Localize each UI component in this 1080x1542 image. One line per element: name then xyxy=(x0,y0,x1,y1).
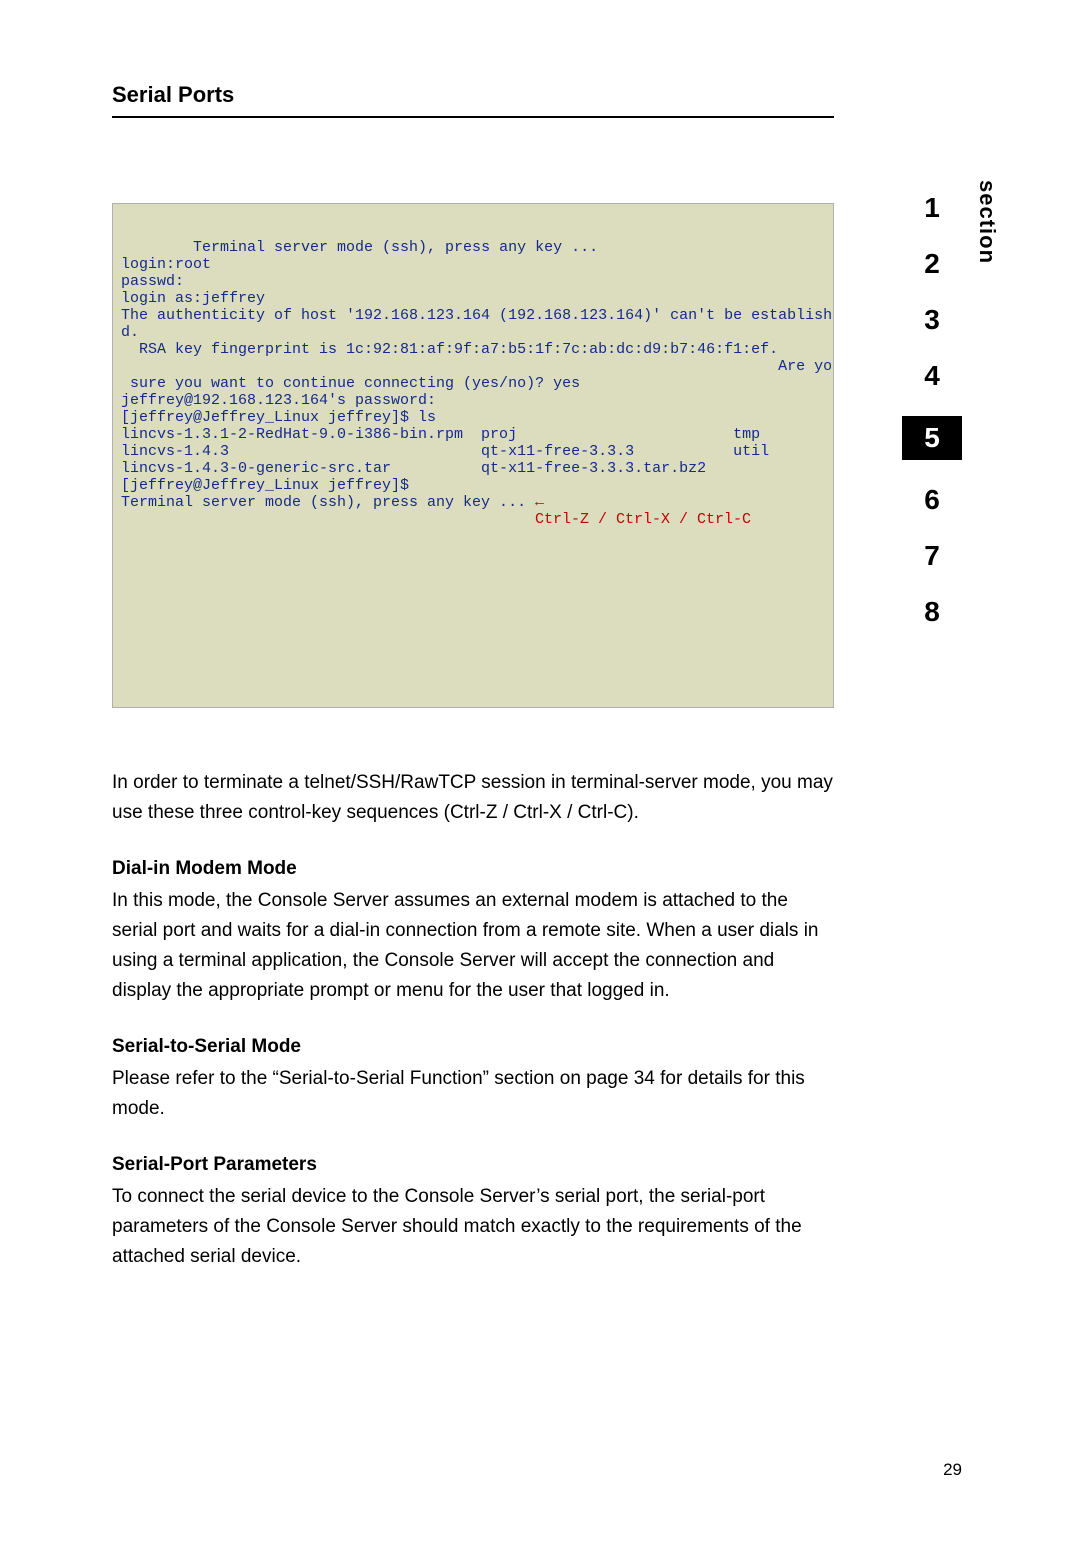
section-nav-3[interactable]: 3 xyxy=(902,304,962,336)
annotation-text: Ctrl-Z / Ctrl-X / Ctrl-C xyxy=(535,511,751,528)
arrow-left-icon: ← xyxy=(535,494,544,511)
section-nav-1[interactable]: 1 xyxy=(902,192,962,224)
page-title: Serial Ports xyxy=(112,82,834,118)
page-number: 29 xyxy=(943,1460,962,1480)
paragraph-intro: In order to terminate a telnet/SSH/RawTC… xyxy=(112,768,834,828)
section-nav-6[interactable]: 6 xyxy=(902,484,962,516)
terminal-output: Terminal server mode (ssh), press any ke… xyxy=(115,206,831,705)
terminal-screenshot: Terminal server mode (ssh), press any ke… xyxy=(112,203,834,708)
section-nav-5[interactable]: 5 xyxy=(902,416,962,460)
section-nav-2[interactable]: 2 xyxy=(902,248,962,280)
section-nav-7[interactable]: 7 xyxy=(902,540,962,572)
paragraph-dial-in: In this mode, the Console Server assumes… xyxy=(112,886,834,1006)
section-nav-8[interactable]: 8 xyxy=(902,596,962,628)
paragraph-serial-to-serial: Please refer to the “Serial-to-Serial Fu… xyxy=(112,1064,834,1124)
section-nav: section 1 2 3 4 5 6 7 8 xyxy=(902,168,962,652)
section-label: section xyxy=(974,180,1000,264)
paragraph-serial-port-params: To connect the serial device to the Cons… xyxy=(112,1182,834,1272)
heading-dial-in: Dial-in Modem Mode xyxy=(112,858,834,880)
section-nav-4[interactable]: 4 xyxy=(902,360,962,392)
heading-serial-port-params: Serial-Port Parameters xyxy=(112,1154,834,1176)
terminal-annotation: ← Ctrl-Z / Ctrl-X / Ctrl-C xyxy=(445,477,751,545)
terminal-lines: Terminal server mode (ssh), press any ke… xyxy=(121,239,831,511)
heading-serial-to-serial: Serial-to-Serial Mode xyxy=(112,1036,834,1058)
